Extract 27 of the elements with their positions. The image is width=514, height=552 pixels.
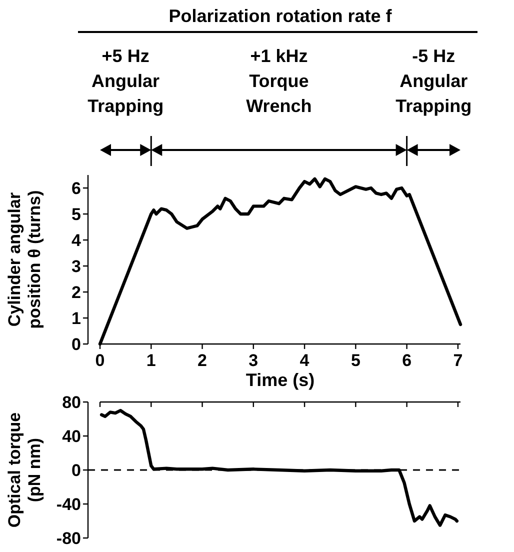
y-tick-label: 1 xyxy=(72,309,81,328)
y-tick-label: 6 xyxy=(72,179,81,198)
x-tick-label: 4 xyxy=(300,351,310,370)
y-tick-label: 80 xyxy=(62,393,81,412)
x-tick-label: 7 xyxy=(453,351,463,370)
y-tick-label: 2 xyxy=(72,283,81,302)
y-tick-label: 0 xyxy=(72,461,81,480)
text: +5 Hz Angular Trapping xyxy=(88,46,164,116)
y-tick-label: 5 xyxy=(72,205,81,224)
y-axis-title: Cylinder angular position θ (turns) xyxy=(5,190,44,329)
y-tick-label: 0 xyxy=(72,335,81,354)
x-tick-label: 5 xyxy=(350,351,360,370)
x-tick-label: 2 xyxy=(198,351,208,370)
y-tick-label: 3 xyxy=(72,257,81,276)
y-tick-label: -40 xyxy=(56,495,81,514)
y-axis-title: Optical torque (pN nm) xyxy=(5,412,44,528)
x-tick-label: 6 xyxy=(402,351,412,370)
x-tick-label: 0 xyxy=(95,351,105,370)
y-tick-label: 4 xyxy=(72,231,82,250)
y-tick-label: -80 xyxy=(56,529,81,548)
x-axis-title: Time (s) xyxy=(246,370,315,390)
text: +1 kHz Torque Wrench xyxy=(246,46,312,116)
text: -5 Hz Angular Trapping xyxy=(396,46,472,116)
x-tick-label: 1 xyxy=(146,351,156,370)
x-tick-label: 3 xyxy=(248,351,258,370)
y-tick-label: 40 xyxy=(62,427,81,446)
chart-title: Polarization rotation rate f xyxy=(168,6,393,26)
